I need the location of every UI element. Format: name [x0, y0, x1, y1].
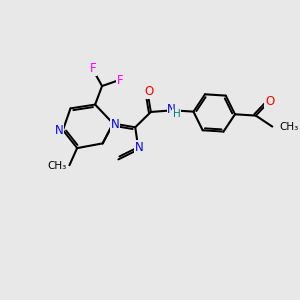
Text: N: N: [111, 118, 119, 131]
Text: N: N: [135, 141, 144, 154]
Text: N: N: [55, 124, 64, 136]
Text: CH₃: CH₃: [279, 122, 298, 132]
Text: F: F: [90, 62, 96, 75]
Text: H: H: [172, 109, 180, 119]
Text: O: O: [265, 94, 274, 108]
Text: CH₃: CH₃: [47, 161, 67, 171]
Text: O: O: [144, 85, 153, 98]
Text: F: F: [116, 74, 123, 87]
Text: N: N: [167, 103, 176, 116]
